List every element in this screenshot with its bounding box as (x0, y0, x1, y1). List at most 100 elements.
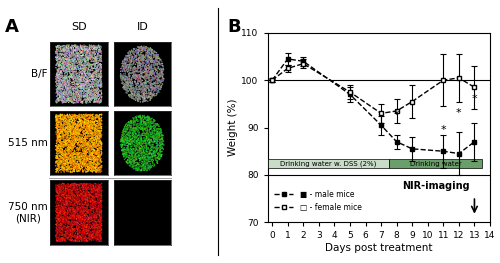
Point (72, 125, 80, 129)
Point (73, 46, 81, 50)
Point (138, 65, 146, 69)
Point (127, 60, 135, 65)
Point (148, 144, 156, 149)
Point (84, 209, 92, 213)
Point (87, 131, 95, 135)
Point (58, 233, 66, 237)
Point (140, 98, 147, 102)
Point (86, 237, 94, 241)
Point (84, 117, 92, 121)
Point (68, 141, 76, 145)
Point (152, 75, 160, 79)
Point (96, 115, 104, 119)
Point (93, 208, 101, 213)
Point (82, 75, 90, 79)
Point (132, 156, 140, 160)
Point (154, 84, 162, 88)
Point (130, 132, 138, 136)
Point (82, 199, 90, 203)
Point (66, 125, 74, 129)
Point (68, 43, 76, 47)
Point (64, 157, 72, 161)
Point (124, 69, 132, 73)
Point (67, 185, 75, 190)
Point (86, 44, 94, 48)
Point (130, 60, 138, 64)
Point (140, 121, 148, 125)
Point (76, 147, 84, 151)
Point (64, 142, 72, 146)
Point (94, 60, 102, 65)
Point (85, 232, 93, 236)
Point (131, 73, 139, 78)
Point (152, 56, 160, 60)
Point (150, 71, 158, 75)
Point (94, 60, 102, 65)
Point (90, 51, 98, 55)
Point (148, 93, 156, 97)
Point (95, 132, 103, 136)
Point (73, 191, 81, 195)
Point (82, 193, 90, 197)
Point (118, 135, 126, 139)
Point (93, 93, 101, 98)
Point (74, 157, 82, 161)
Point (151, 157, 159, 161)
Point (76, 58, 84, 62)
Point (120, 142, 128, 146)
Point (85, 85, 93, 90)
Point (140, 64, 148, 68)
Point (118, 139, 126, 144)
Point (92, 127, 100, 131)
Point (60, 199, 68, 203)
Point (64, 225, 72, 229)
Point (92, 140, 100, 144)
Point (139, 96, 147, 100)
Point (58, 216, 66, 220)
Point (152, 137, 160, 141)
Point (96, 123, 104, 127)
Point (141, 144, 149, 148)
Point (68, 162, 76, 166)
Point (134, 126, 142, 130)
Point (129, 94, 137, 98)
Point (89, 48, 97, 52)
Point (66, 86, 74, 90)
Point (56, 219, 64, 223)
Point (54, 62, 62, 66)
Point (131, 127, 139, 131)
Point (96, 62, 104, 66)
Point (152, 54, 160, 59)
Point (63, 88, 71, 92)
Point (54, 133, 62, 138)
Point (71, 92, 79, 96)
Point (138, 70, 146, 74)
Point (82, 225, 90, 229)
Point (54, 89, 62, 93)
Point (152, 130, 160, 134)
Point (129, 138, 137, 142)
Point (66, 214, 74, 218)
Point (141, 71, 149, 75)
Point (74, 198, 82, 202)
Point (84, 90, 92, 94)
Point (89, 196, 97, 200)
Point (96, 140, 104, 144)
Point (151, 67, 159, 72)
Point (74, 200, 82, 204)
Point (72, 44, 80, 48)
Point (75, 197, 83, 201)
Point (78, 219, 86, 223)
Point (90, 196, 98, 201)
Point (64, 236, 72, 240)
Point (128, 132, 136, 136)
Point (78, 154, 86, 159)
Point (98, 141, 106, 145)
Point (54, 236, 62, 240)
Point (134, 93, 141, 98)
Point (54, 86, 62, 90)
Point (152, 154, 160, 158)
Point (94, 233, 102, 237)
Point (56, 115, 64, 120)
Point (79, 83, 87, 87)
